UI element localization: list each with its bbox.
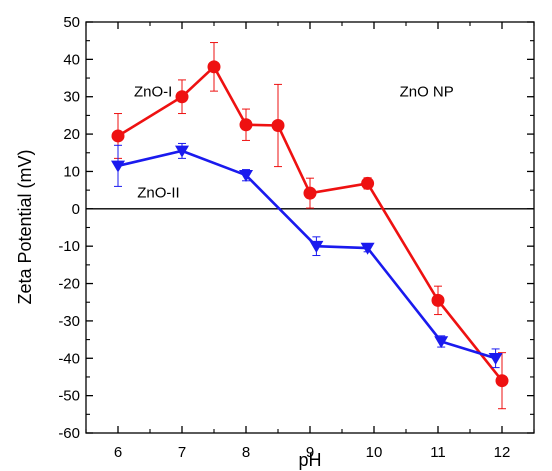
series-line bbox=[117, 149, 496, 360]
y-axis-label: Zeta Potential (mV) bbox=[15, 149, 35, 304]
x-tick-label: 6 bbox=[114, 444, 122, 461]
data-point bbox=[111, 160, 125, 173]
annotation-label: ZnO-II bbox=[137, 185, 180, 202]
x-tick-label: 8 bbox=[242, 444, 250, 461]
data-point bbox=[309, 240, 324, 253]
x-tick-label: 12 bbox=[494, 444, 511, 461]
y-tick-label: -60 bbox=[58, 425, 80, 442]
y-tick-label: -50 bbox=[58, 388, 80, 405]
data-point bbox=[434, 336, 449, 349]
data-point bbox=[111, 129, 125, 143]
y-tick-label: -10 bbox=[58, 238, 80, 255]
y-tick-label: 30 bbox=[63, 89, 80, 106]
data-point bbox=[175, 145, 189, 158]
x-axis-label: pH bbox=[298, 450, 321, 470]
annotation-label: ZnO-I bbox=[134, 84, 172, 101]
x-tick-label: 7 bbox=[178, 444, 186, 461]
data-point bbox=[207, 60, 221, 74]
data-point bbox=[361, 176, 375, 190]
data-point bbox=[303, 186, 317, 200]
series-line bbox=[117, 64, 504, 382]
y-tick-label: 40 bbox=[63, 51, 80, 68]
x-tick-label: 10 bbox=[366, 444, 383, 461]
y-tick-label: 20 bbox=[63, 126, 80, 143]
data-point bbox=[431, 293, 445, 307]
annotations: ZnO-I ZnO-II ZnO NP bbox=[134, 84, 454, 202]
data-point bbox=[495, 374, 509, 388]
y-tick-label: 10 bbox=[63, 163, 80, 180]
series-2 bbox=[111, 142, 503, 369]
data-point bbox=[239, 118, 253, 132]
data-point bbox=[488, 353, 503, 365]
y-tick-label: -40 bbox=[58, 350, 80, 367]
x-tick-label: 11 bbox=[430, 444, 446, 461]
series-1 bbox=[111, 42, 509, 410]
y-tick-label: 0 bbox=[72, 201, 80, 218]
y-tick-label: 50 bbox=[63, 14, 80, 31]
data-point bbox=[271, 118, 285, 132]
data-series bbox=[111, 42, 509, 410]
y-tick-label: -20 bbox=[58, 276, 80, 293]
x-tick-label: 9 bbox=[306, 444, 314, 461]
data-point bbox=[360, 242, 375, 255]
y-tick-label: -30 bbox=[58, 313, 80, 330]
data-point bbox=[175, 90, 189, 104]
data-point bbox=[239, 169, 253, 182]
annotation-label: ZnO NP bbox=[400, 84, 454, 101]
axis-ticks: 6 7 8 9 10 11 12 -60 -50 -40 -30 -20 -10 0 10 20 30 40 50 bbox=[58, 14, 535, 461]
